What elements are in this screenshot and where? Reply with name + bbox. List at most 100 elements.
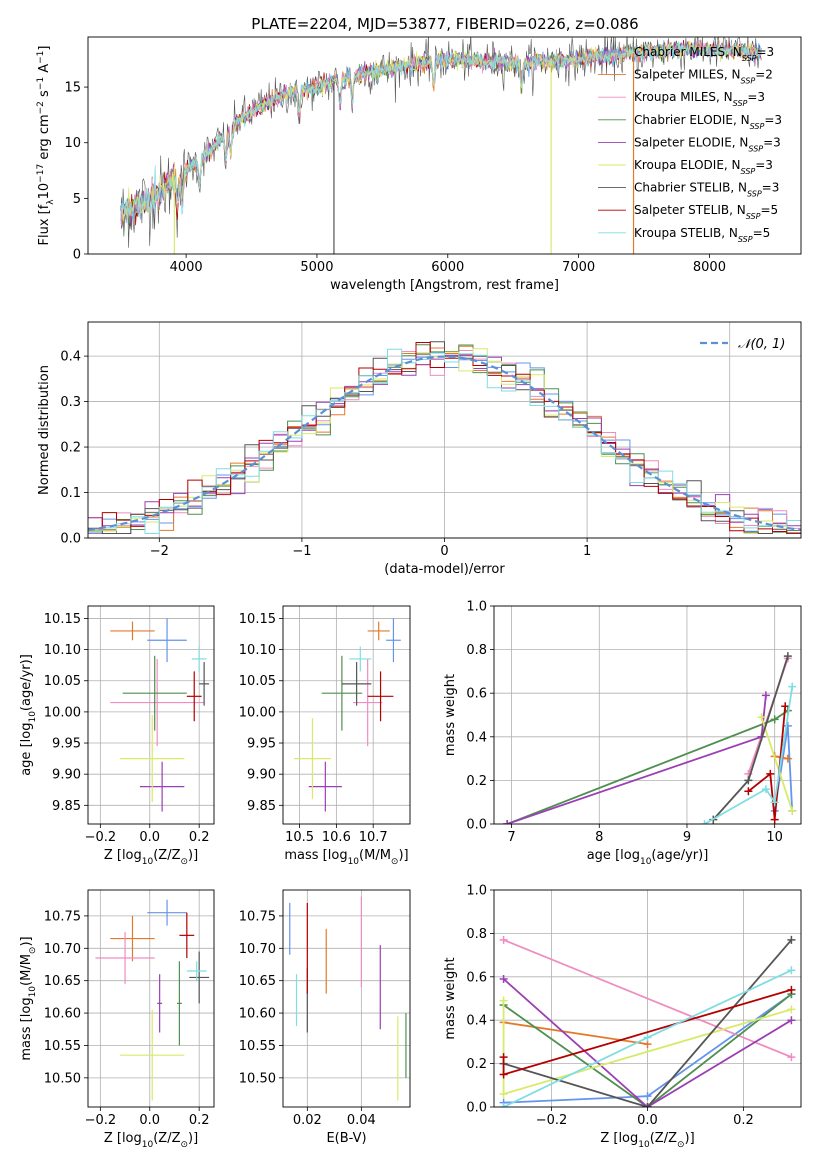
legend-text: =3 — [763, 135, 781, 149]
label-fragment: wavelength [Angstrom, rest frame] — [330, 278, 559, 293]
label-fragment: λ — [46, 199, 56, 205]
axes-frame — [493, 889, 802, 1108]
label-fragment: (M/M — [359, 848, 391, 863]
weight-marker — [757, 713, 766, 722]
weight-marker — [787, 966, 796, 975]
label-fragment: ⊙ — [28, 947, 38, 955]
y-tick-label: 0 — [73, 248, 81, 263]
label-fragment: log — [122, 1131, 142, 1146]
x-tick-label: 4000 — [170, 260, 203, 275]
label-subscript: 10 — [142, 857, 154, 867]
legend-text: =2 — [755, 68, 773, 82]
label-fragment: log — [19, 997, 34, 1017]
weight-marker — [787, 985, 796, 994]
x-tick-label: −0.2 — [85, 1113, 117, 1128]
weight-marker — [787, 1016, 796, 1025]
y-tick-label: 1.0 — [466, 600, 487, 615]
label-fragment: Z [ — [104, 848, 122, 863]
y-tick-label: 15 — [64, 81, 81, 96]
y-tick-label: 10.00 — [239, 705, 276, 720]
label-fragment: (Z/Z — [650, 1131, 677, 1146]
legend-text: Chabrier ELODIE, N — [634, 113, 750, 127]
y-tick-label: 10.55 — [239, 1039, 276, 1054]
y-tick-label: 0.0 — [60, 532, 81, 547]
x-tick-label: −0.2 — [85, 830, 117, 845]
weight-marker — [499, 974, 508, 983]
legend-subscript: SSP — [741, 76, 756, 85]
x-tick-label: 10 — [766, 830, 783, 845]
normal-reference-curve — [88, 355, 801, 532]
weight-marker — [770, 798, 779, 807]
y-tick-label: 1.0 — [466, 884, 487, 899]
weight-marker — [503, 820, 512, 824]
legend-subscript: SSP — [748, 144, 763, 153]
x-axis-label: (data-model)/error — [384, 562, 505, 577]
y-tick-label: 9.90 — [52, 768, 81, 783]
y-tick-label: 10.10 — [44, 643, 81, 658]
x-tick-label: 1 — [583, 544, 591, 559]
y-tick-label: 0.3 — [60, 395, 81, 410]
y-tick-label: 10 — [64, 136, 81, 151]
legend-subscript: SSP — [733, 99, 748, 108]
y-tick-label: 0.8 — [466, 927, 487, 942]
label-fragment: Z [ — [600, 1131, 618, 1146]
y-tick-label: 10.75 — [44, 909, 81, 924]
y-axis-label: mass [log10(M/M⊙)] — [19, 936, 38, 1060]
axes-frame — [87, 889, 215, 1108]
label-subscript: 10 — [638, 1140, 650, 1150]
y-axis-label: mass weight — [443, 674, 458, 756]
label-fragment: log — [328, 848, 348, 863]
label-fragment: −1 — [36, 77, 46, 90]
label-fragment: log — [618, 1131, 638, 1146]
legend-text: =5 — [760, 203, 778, 217]
axes-frame — [282, 605, 411, 825]
legend-subscript: SSP — [747, 189, 762, 198]
label-fragment: (Z/Z — [153, 1131, 180, 1146]
x-tick-label: −2 — [150, 544, 169, 559]
weight-marker — [761, 691, 770, 700]
label-subscript: 10 — [142, 1140, 154, 1150]
x-tick-label: 9 — [683, 830, 691, 845]
y-tick-label: 9.95 — [52, 737, 81, 752]
weight-marker — [788, 682, 797, 691]
legend-text: Chabrier MILES, N — [634, 45, 742, 59]
y-tick-label: 10.60 — [239, 1007, 276, 1022]
label-fragment: mass weight — [443, 674, 458, 756]
x-tick-label: 0.04 — [347, 1113, 376, 1128]
legend-text: =5 — [753, 226, 771, 240]
label-fragment: )] — [685, 1131, 695, 1146]
x-tick-label: 10.6 — [322, 830, 351, 845]
y-tick-label: 9.95 — [247, 737, 276, 752]
legend-text: Salpeter MILES, N — [634, 68, 741, 82]
x-tick-label: 0.2 — [189, 830, 210, 845]
x-axis-label: Z [log10(Z/Z⊙)] — [104, 1131, 198, 1150]
legend-entry: Kroupa ELODIE, NSSP=3 — [634, 158, 773, 176]
weight-marker — [766, 769, 775, 778]
x-tick-label: 0 — [440, 544, 448, 559]
legend-text: =3 — [747, 90, 765, 104]
y-tick-label: 0.8 — [466, 643, 487, 658]
weight-marker — [499, 1070, 508, 1079]
x-axis-label: age [log10(age/yr)] — [587, 848, 709, 867]
spectrum-line-8 — [120, 41, 762, 221]
legend-text: Salpeter STELIB, N — [634, 203, 746, 217]
label-subscript: 10 — [28, 986, 38, 998]
legend-subscript: SSP — [750, 121, 765, 130]
y-tick-label: 5 — [73, 192, 81, 207]
label-fragment: )] — [398, 848, 408, 863]
weight-marker — [787, 1005, 796, 1014]
y-tick-label: 0.2 — [60, 441, 81, 456]
weight-series-3 — [506, 709, 789, 824]
legend-text: Chabrier STELIB, N — [634, 181, 747, 195]
x-tick-label: 8000 — [693, 260, 726, 275]
plot-area — [294, 618, 401, 812]
y-tick-label: 10.05 — [44, 674, 81, 689]
histogram-7 — [88, 342, 801, 534]
x-tick-label: 6000 — [431, 260, 464, 275]
label-fragment: mass weight — [443, 957, 458, 1039]
legend-text: Salpeter ELODIE, N — [634, 135, 748, 149]
